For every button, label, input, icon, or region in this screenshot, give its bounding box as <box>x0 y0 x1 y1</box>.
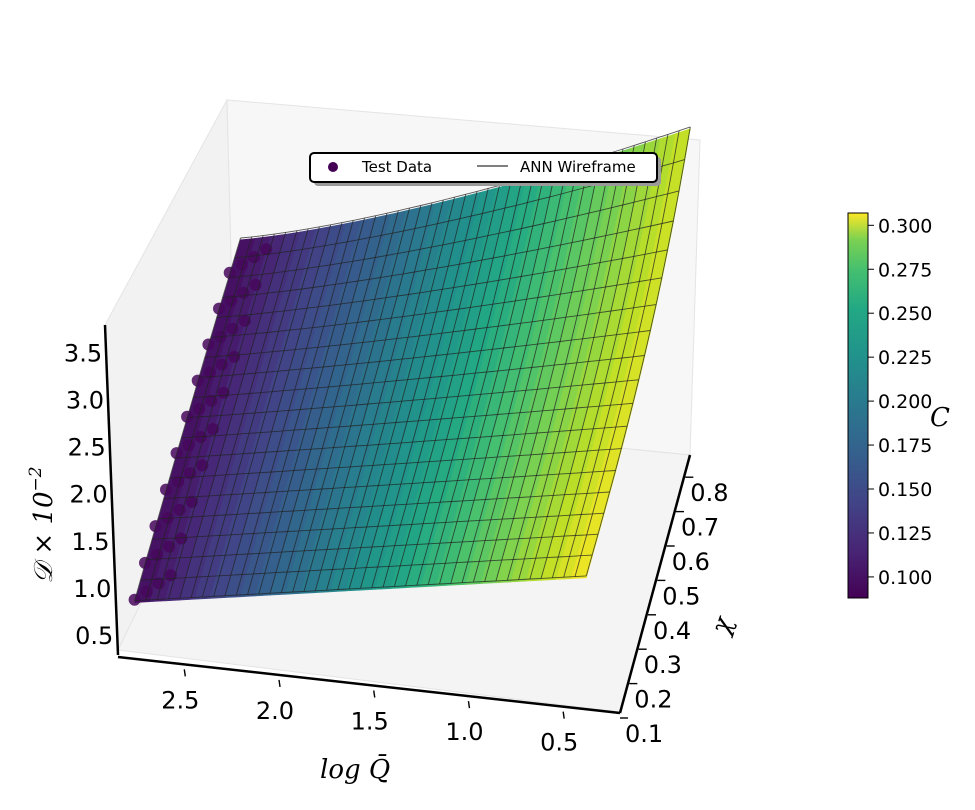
svg-text:𝒟 × 10−2: 𝒟 × 10−2 <box>26 466 59 583</box>
test-data-point <box>248 251 260 264</box>
z-axis-title: 𝒟 × 10−2 <box>26 466 59 583</box>
wireframe-line <box>228 190 680 279</box>
legend-test-data-marker <box>328 162 338 172</box>
colorbar-tick-label: 0.100 <box>878 567 932 589</box>
z-tick-label: 3.0 <box>66 386 104 414</box>
colorbar-tick-label: 0.225 <box>878 347 932 369</box>
x-tick-label: 2.0 <box>256 697 294 725</box>
x-tick-mark <box>183 669 186 677</box>
y-axis-title: χ <box>705 611 740 639</box>
test-data-point <box>225 294 238 307</box>
wireframe-line <box>216 249 668 318</box>
test-data-point <box>173 503 186 516</box>
wireframe-line <box>157 491 610 520</box>
wireframe-line <box>204 304 657 358</box>
wireframe-line <box>163 470 616 500</box>
x-tick-label: 0.5 <box>540 729 578 757</box>
wireframe-line <box>134 575 587 602</box>
colorbar-tick-label: 0.250 <box>878 303 932 325</box>
x-tick-label: 2.5 <box>161 686 199 714</box>
wireframe-line <box>181 402 633 439</box>
x-tick-mark <box>562 711 565 719</box>
colorbar-label: C <box>930 403 950 433</box>
y-tick-label: 0.3 <box>644 651 682 679</box>
wireframe-line <box>169 448 622 479</box>
x-tick-mark <box>373 690 376 698</box>
z-tick-label: 1.5 <box>71 528 109 556</box>
x-tick-mark <box>278 679 281 688</box>
colorbar-ticks: 0.100 0.125 0.150 0.175 0.200 0.225 0.250 0.275… <box>868 215 932 589</box>
ann-wireframe <box>134 126 691 602</box>
z-tick-label: 2.5 <box>68 434 106 462</box>
y-tick-labels: 0.1 0.2 0.3 0.4 0.5 0.6 0.7 0.8 <box>620 476 728 748</box>
test-data-point <box>203 366 216 379</box>
x-tick-labels: 2.5 2.0 1.5 1.0 0.5 <box>161 669 578 757</box>
z-tick-label: 1.0 <box>73 575 111 603</box>
wireframe-line <box>146 533 599 561</box>
x-tick-label: 1.5 <box>351 708 389 736</box>
wireframe-line <box>140 554 593 581</box>
z-tick-label: 2.0 <box>70 481 108 509</box>
test-data-point <box>260 243 273 256</box>
x-tick-mark <box>467 700 471 709</box>
colorbar-tick-label: 0.125 <box>878 523 932 545</box>
wireframe-line <box>222 220 674 298</box>
wireframe-line <box>187 379 639 419</box>
colorbar: 0.100 0.125 0.150 0.175 0.200 0.225 0.250 0.275… <box>847 212 950 599</box>
colorbar-tick-label: 0.300 <box>878 215 932 237</box>
y-tick-label: 0.8 <box>690 479 728 507</box>
colorbar-tick-label: 0.175 <box>878 435 932 457</box>
y-tick-label: 0.7 <box>681 514 719 542</box>
test-data-point <box>193 402 206 415</box>
colorbar-tick-label: 0.275 <box>878 259 932 281</box>
z-tick-label: 3.5 <box>64 339 102 367</box>
y-tick-label: 0.1 <box>625 720 663 748</box>
wireframe-line <box>175 425 628 459</box>
y-tick-label: 0.2 <box>634 686 672 714</box>
wireframe-line <box>152 512 604 540</box>
test-data-point <box>182 439 195 452</box>
z-tick-labels: 0.5 1.0 1.5 2.0 2.5 3.0 3.5 <box>64 339 113 650</box>
wireframe-line <box>193 355 645 399</box>
test-data-point <box>205 394 218 407</box>
colorbar-tick-label: 0.150 <box>878 479 932 501</box>
test-data-point <box>235 258 248 271</box>
colorbar-tick-label: 0.200 <box>878 391 932 413</box>
test-data-point <box>216 358 228 371</box>
z-axis-line <box>103 324 120 656</box>
legend-wireframe-label: ANN Wireframe <box>520 158 636 176</box>
wireframe-line <box>210 277 662 338</box>
y-tick-label: 0.5 <box>662 582 700 610</box>
x-axis-line <box>117 655 621 715</box>
test-data-point <box>163 540 176 553</box>
x-axis-title: log Q̄ <box>320 753 390 785</box>
z-axis-title-exponent: −2 <box>26 466 46 491</box>
wireframe-line <box>198 330 651 378</box>
y-tick-label: 0.4 <box>653 617 691 645</box>
colorbar-gradient <box>847 212 869 599</box>
x-tick-label: 1.0 <box>445 718 483 746</box>
wireframe-line <box>240 126 691 239</box>
y-tick-label: 0.6 <box>672 548 710 576</box>
z-tick-label: 0.5 <box>75 622 113 650</box>
legend-box <box>309 152 658 183</box>
z-axis-title-main: 𝒟 × 10 <box>29 491 59 583</box>
test-data-point <box>226 322 239 335</box>
axis-lines <box>103 324 692 715</box>
test-data-point <box>140 585 153 598</box>
legend: Test Data ANN Wireframe <box>309 152 661 186</box>
y-axis-line <box>618 454 692 714</box>
legend-test-data-label: Test Data <box>361 158 432 176</box>
test-data-point <box>152 577 165 590</box>
